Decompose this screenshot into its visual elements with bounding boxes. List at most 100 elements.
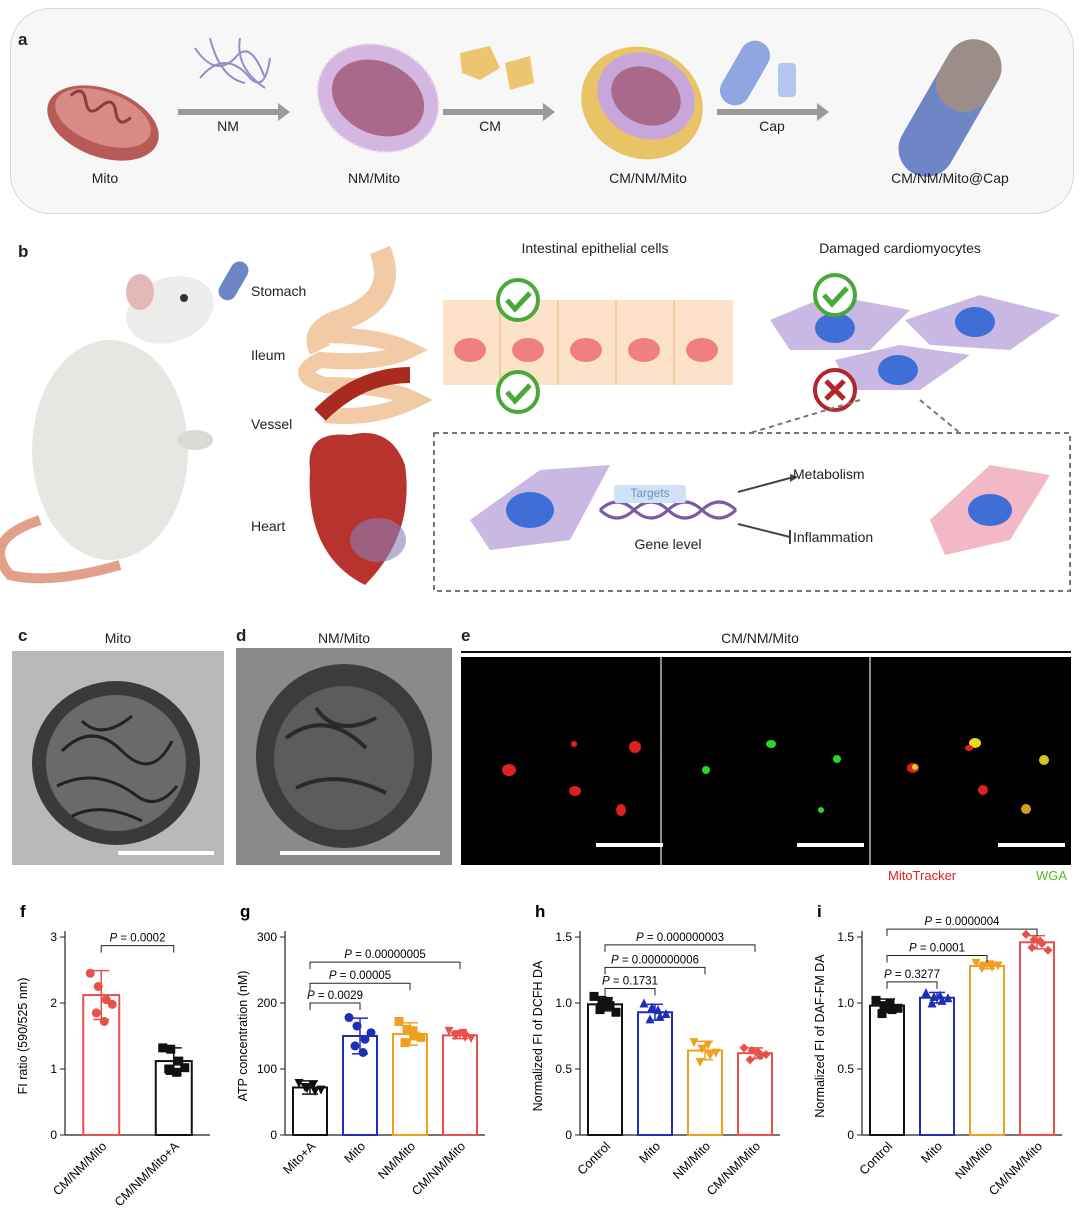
data-point bbox=[879, 1001, 889, 1011]
data-point bbox=[166, 1044, 176, 1054]
legend-mitotracker: MitoTracker bbox=[888, 868, 957, 883]
panel-d-letter: d bbox=[236, 626, 247, 645]
data-point bbox=[458, 1028, 468, 1038]
targets-label: Targets bbox=[630, 486, 670, 500]
bar bbox=[969, 965, 1005, 1137]
data-point bbox=[597, 995, 607, 1005]
y-tick-label: 1.0 bbox=[837, 996, 854, 1010]
bar bbox=[919, 996, 955, 1136]
chart-f: f 0 1 2 3 FI ratio (590/525 nm) CM/NM/Mito CM/N… bbox=[16, 902, 210, 1209]
targets-box bbox=[614, 485, 686, 503]
data-point bbox=[705, 1051, 715, 1061]
y-axis-label: FI ratio (590/525 nm) bbox=[16, 978, 30, 1095]
data-point bbox=[308, 1081, 318, 1090]
data-point bbox=[887, 1005, 897, 1015]
data-point bbox=[85, 968, 95, 978]
data-point bbox=[394, 1016, 404, 1026]
data-point bbox=[695, 1057, 705, 1067]
data-point bbox=[107, 999, 117, 1009]
data-point bbox=[352, 1021, 362, 1031]
inflammation-label: Inflammation bbox=[793, 529, 874, 545]
metabolism-label: Metabolism bbox=[793, 466, 865, 482]
cardiomyocyte-before bbox=[470, 465, 610, 550]
bar bbox=[637, 1011, 673, 1136]
data-point bbox=[927, 998, 937, 1008]
check-icon bbox=[496, 370, 540, 414]
data-point bbox=[645, 1014, 655, 1024]
data-point bbox=[611, 1007, 621, 1017]
data-point bbox=[935, 990, 945, 1000]
cm-nm-mito-icon bbox=[581, 46, 703, 160]
significance-bracket bbox=[100, 945, 175, 953]
scale-bar bbox=[596, 843, 663, 847]
panel-c-title: Mito bbox=[104, 630, 132, 646]
data-point bbox=[877, 1009, 887, 1019]
p-value-label: P = 0.0002 bbox=[110, 933, 166, 945]
significance-bracket bbox=[309, 961, 461, 970]
data-point bbox=[400, 1038, 410, 1048]
data-point bbox=[655, 1011, 665, 1021]
data-point bbox=[711, 1048, 721, 1058]
significance-bracket bbox=[886, 954, 988, 963]
bar bbox=[292, 1086, 328, 1136]
y-tick-label: 1.0 bbox=[555, 996, 572, 1010]
bar bbox=[687, 1049, 723, 1137]
nm-mito-icon bbox=[316, 43, 440, 153]
y-tick-label: 300 bbox=[257, 930, 277, 944]
y-tick-label: 200 bbox=[257, 996, 277, 1010]
gene-level-label: Gene level bbox=[634, 536, 702, 552]
panel-e-title: CM/NM/Mito bbox=[721, 630, 799, 646]
data-point bbox=[1027, 943, 1037, 953]
x-tick-label: NM/Mito bbox=[952, 1139, 995, 1182]
p-value-label: P = 0.0029 bbox=[307, 990, 363, 1002]
data-point bbox=[360, 1034, 370, 1044]
y-tick-label: 0 bbox=[50, 1128, 57, 1142]
data-point bbox=[1043, 945, 1053, 955]
data-point bbox=[466, 1034, 476, 1044]
data-point bbox=[761, 1049, 771, 1059]
data-point bbox=[603, 998, 613, 1008]
data-point bbox=[344, 1013, 354, 1023]
p-value-label: P = 0.3277 bbox=[884, 969, 940, 981]
data-point bbox=[402, 1024, 412, 1034]
data-point bbox=[653, 1005, 663, 1015]
y-tick-label: 100 bbox=[257, 1062, 277, 1076]
y-axis-label: Normalized FI of DCFH DA bbox=[531, 960, 545, 1111]
bar bbox=[587, 1003, 623, 1136]
data-point bbox=[885, 998, 895, 1008]
data-point bbox=[1037, 939, 1047, 949]
rat-icon bbox=[0, 274, 214, 584]
tem-image-nm-mito bbox=[236, 648, 452, 865]
data-point bbox=[893, 1003, 903, 1013]
x-tick-label: Control bbox=[575, 1139, 613, 1177]
panel-c-letter: c bbox=[18, 626, 28, 645]
x-tick-label: Mito bbox=[342, 1139, 369, 1166]
significance-bracket bbox=[886, 981, 938, 989]
organ-label-stomach: Stomach bbox=[251, 283, 307, 299]
step-label-cm-nm-mito: CM/NM/Mito bbox=[609, 170, 687, 186]
capsule-icon bbox=[720, 40, 796, 106]
y-tick-label: 0 bbox=[565, 1128, 572, 1142]
intestine-icon bbox=[298, 245, 433, 424]
data-point bbox=[294, 1079, 304, 1089]
cell-membrane-icon bbox=[460, 46, 534, 90]
chart-h: h 0 0.5 1.0 1.5 Normalized FI of DCFH DA Contr… bbox=[531, 902, 780, 1198]
check-icon bbox=[813, 273, 857, 317]
y-tick-label: 0.5 bbox=[555, 1062, 572, 1076]
data-point bbox=[450, 1031, 460, 1041]
chart-i: i 0 0.5 1.0 1.5 Normalized FI of DAF-FM DA Con… bbox=[813, 902, 1062, 1198]
tem-image-mito bbox=[12, 651, 224, 865]
data-point bbox=[172, 1067, 182, 1077]
panel-a-illustration bbox=[47, 37, 1002, 177]
data-point bbox=[971, 958, 981, 968]
nanomaterial-fibers-icon bbox=[194, 37, 271, 89]
panel-e-title-rule bbox=[461, 651, 1071, 653]
y-tick-label: 0.5 bbox=[837, 1062, 854, 1076]
organ-label-heart: Heart bbox=[251, 518, 286, 534]
bar bbox=[737, 1052, 773, 1136]
data-point bbox=[164, 1064, 174, 1074]
data-point bbox=[937, 995, 947, 1005]
data-point bbox=[1021, 929, 1031, 939]
y-tick-label: 0 bbox=[847, 1128, 854, 1142]
